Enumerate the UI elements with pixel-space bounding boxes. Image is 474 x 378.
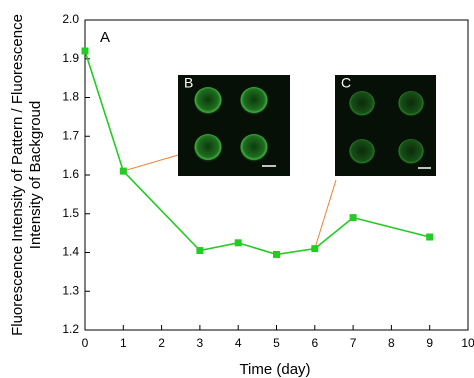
point [235, 239, 242, 246]
point [120, 168, 127, 175]
y-tick-label: 1.4 [62, 245, 79, 259]
x-tick-label: 10 [461, 336, 474, 350]
y-tick-label: 1.3 [62, 283, 79, 297]
point [82, 48, 89, 55]
panel-label: A [100, 29, 110, 46]
y-axis-title: Intensity of Backgroud [27, 101, 44, 249]
y-tick-label: 1.9 [62, 51, 79, 65]
inset-b [178, 75, 290, 176]
y-tick-label: 1.7 [62, 128, 79, 142]
point [273, 251, 280, 258]
point [350, 214, 357, 221]
point [311, 245, 318, 252]
leader-line [315, 180, 336, 249]
x-tick-label: 4 [235, 336, 242, 350]
point [426, 234, 433, 241]
inset-label: B [184, 75, 193, 91]
point [196, 247, 203, 254]
x-tick-label: 8 [388, 336, 395, 350]
x-tick-label: 5 [273, 336, 280, 350]
y-tick-label: 1.8 [62, 90, 79, 104]
x-tick-label: 2 [158, 336, 165, 350]
x-tick-label: 1 [120, 336, 127, 350]
x-tick-label: 9 [426, 336, 433, 350]
chart: B C A Time (day) Fluorescence Intensity … [0, 0, 474, 378]
y-axis-title: Fluorescence Intensity of Pattern / Fluo… [9, 14, 26, 336]
y-tick-label: 2.0 [62, 12, 79, 26]
y-tick-label: 1.6 [62, 167, 79, 181]
x-axis-title: Time (day) [239, 361, 310, 378]
x-tick-label: 0 [82, 336, 89, 350]
inset-label: C [341, 75, 351, 91]
x-tick-label: 7 [350, 336, 357, 350]
y-tick-label: 1.5 [62, 206, 79, 220]
y-tick-label: 1.2 [62, 322, 79, 336]
leader-line [123, 155, 178, 171]
x-tick-label: 3 [197, 336, 204, 350]
x-tick-label: 6 [311, 336, 318, 350]
